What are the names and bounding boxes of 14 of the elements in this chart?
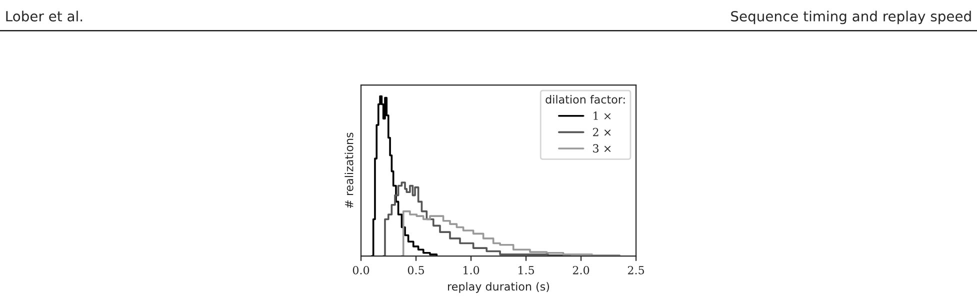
legend-label: 3 ×	[593, 144, 611, 153]
x-tick-label: 2.5	[628, 266, 644, 274]
x-tick-label: 0.0	[352, 266, 370, 274]
x-tick-label: 1.5	[518, 266, 534, 274]
x-axis-title: replay duration (s)	[448, 282, 550, 293]
text: Sequence timing and replay speed	[731, 10, 971, 24]
y-axis-title: # realizations	[344, 132, 354, 208]
legend-label: 1 ×	[594, 112, 611, 120]
x-tick-label: 0.5	[408, 266, 424, 274]
text: Lober et al.	[6, 10, 82, 22]
legend-title: dilation factor:	[546, 95, 625, 104]
x-tick-label: 1.0	[464, 266, 480, 274]
legend-label: 2 ×	[593, 128, 611, 136]
x-tick-label: 2.0	[572, 266, 590, 274]
